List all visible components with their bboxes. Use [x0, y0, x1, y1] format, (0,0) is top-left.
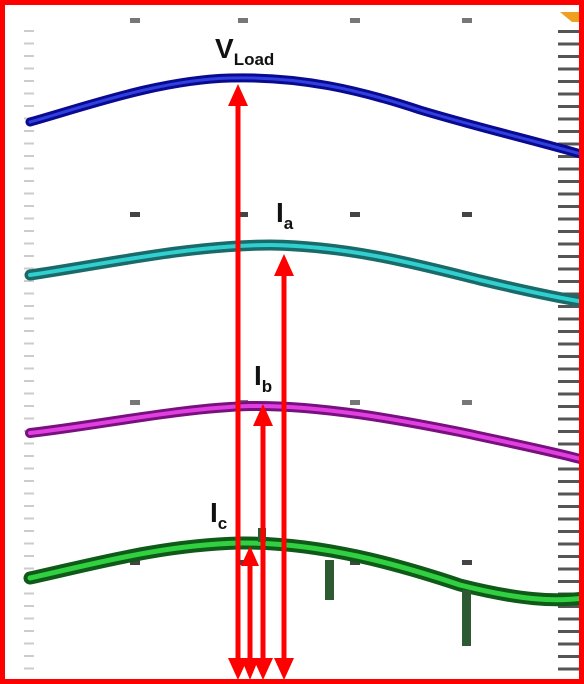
tick: [24, 80, 34, 82]
tick: [24, 468, 34, 470]
tick: [24, 480, 34, 482]
tick: [24, 568, 34, 570]
tick: [24, 305, 34, 307]
tick: [24, 443, 34, 445]
tick: [24, 55, 34, 57]
tick: [24, 555, 34, 557]
scope-screenshot: VLoad Ia Ib Ic: [0, 0, 584, 684]
tick: [24, 93, 34, 95]
tick: [24, 630, 34, 632]
tick: [130, 18, 140, 23]
tick: [130, 212, 140, 217]
tick: [24, 30, 34, 32]
tick: [24, 318, 34, 320]
tick: [24, 193, 34, 195]
tick: [24, 368, 34, 370]
tick: [24, 618, 34, 620]
tick: [24, 518, 34, 520]
tick: [24, 655, 34, 657]
tick: [24, 643, 34, 645]
tick: [24, 530, 34, 532]
tick: [24, 130, 34, 132]
tick: [24, 143, 34, 145]
tick: [462, 18, 472, 23]
tick: [24, 205, 34, 207]
tick: [24, 605, 34, 607]
tick: [24, 405, 34, 407]
tick: [24, 255, 34, 257]
tick: [350, 212, 360, 217]
tick: [24, 380, 34, 382]
tick: [24, 543, 34, 545]
tick: [130, 400, 140, 405]
tick: [238, 18, 248, 23]
tick: [24, 230, 34, 232]
tick: [24, 393, 34, 395]
tick: [462, 212, 472, 217]
tick: [24, 105, 34, 107]
tick: [24, 168, 34, 170]
tick: [24, 330, 34, 332]
tick: [350, 18, 360, 23]
tick: [24, 68, 34, 70]
tick: [24, 455, 34, 457]
tick: [24, 593, 34, 595]
tick: [24, 668, 34, 670]
tick: [24, 43, 34, 45]
tick: [24, 505, 34, 507]
tick: [24, 355, 34, 357]
tick: [24, 243, 34, 245]
tick: [24, 418, 34, 420]
tick: [24, 218, 34, 220]
tick: [24, 293, 34, 295]
tick: [24, 343, 34, 345]
tick: [24, 180, 34, 182]
tick: [24, 493, 34, 495]
tick: [24, 155, 34, 157]
tick: [462, 400, 472, 405]
tick: [462, 560, 472, 565]
tick: [350, 400, 360, 405]
